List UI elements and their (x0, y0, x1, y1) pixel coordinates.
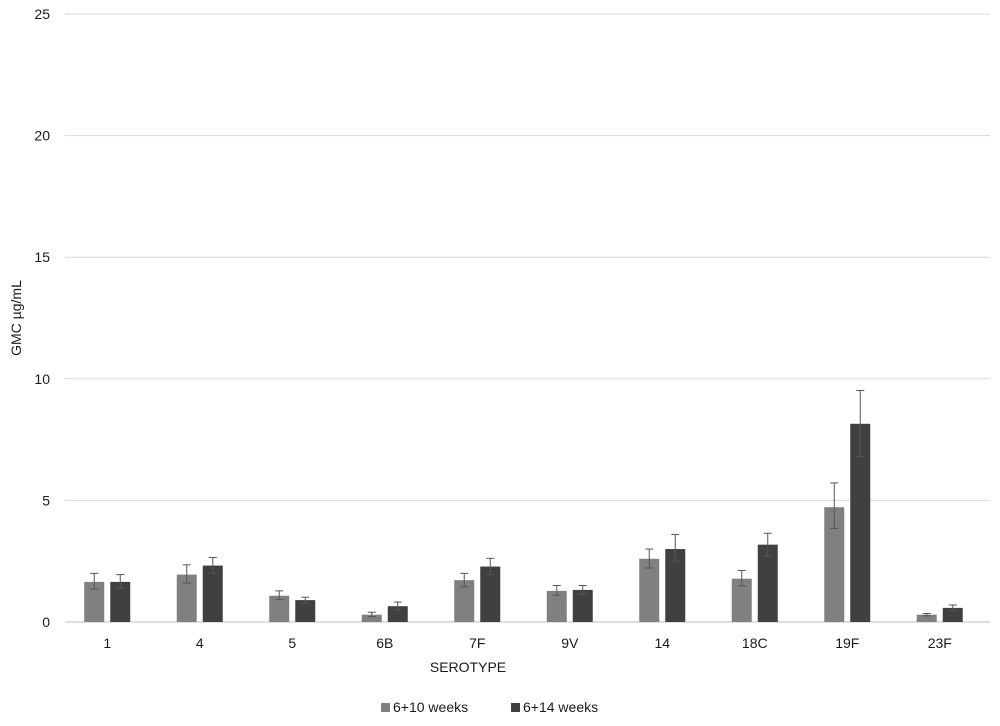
x-axis-title: SEROTYPE (430, 659, 506, 675)
error-bars (90, 389, 957, 618)
y-axis-ticks: 0 5 10 15 20 25 (34, 6, 50, 630)
y-tick-label: 20 (34, 128, 50, 144)
bar-series1-19F (824, 507, 845, 622)
x-tick-label: 7F (469, 635, 485, 651)
bar-series2-4 (202, 565, 223, 622)
bars (84, 423, 963, 622)
x-tick-label: 6B (376, 635, 393, 651)
bar-series1-7F (454, 580, 475, 622)
x-tick-label: 19F (835, 635, 859, 651)
legend: 6+10 weeks 6+14 weeks (381, 699, 598, 715)
bar-series1-4 (176, 574, 197, 622)
bar-series2-6B (387, 606, 408, 622)
x-tick-label: 5 (288, 635, 296, 651)
bar-series1-6B (361, 614, 382, 622)
y-tick-label: 5 (42, 492, 50, 508)
bar-series2-7F (480, 566, 501, 622)
y-tick-label: 25 (34, 6, 50, 22)
legend-swatch-2 (511, 703, 520, 712)
bar-series2-23F (942, 607, 963, 622)
x-tick-label: 1 (103, 635, 111, 651)
x-tick-label: 4 (196, 635, 204, 651)
bar-series2-18C (757, 544, 778, 622)
y-axis-title: GMC µg/mL (8, 280, 24, 356)
bar-series1-1 (84, 581, 105, 622)
legend-swatch-1 (381, 703, 390, 712)
bar-series1-5 (269, 595, 290, 622)
bar-series2-9V (572, 589, 593, 622)
bar-series1-23F (916, 614, 937, 622)
bar-series1-18C (731, 578, 752, 622)
x-tick-label: 18C (742, 635, 768, 651)
bar-series2-5 (295, 600, 316, 622)
x-axis-ticks: 1 4 5 6B 7F 9V 14 18C 19F 23F (103, 635, 951, 651)
bar-series2-1 (110, 581, 131, 622)
x-tick-label: 14 (654, 635, 670, 651)
bar-series1-14 (639, 558, 660, 622)
bar-series2-14 (665, 549, 686, 622)
bar-series2-19F (850, 423, 871, 622)
legend-label-1: 6+10 weeks (393, 699, 468, 715)
legend-label-2: 6+14 weeks (523, 699, 598, 715)
y-tick-label: 10 (34, 371, 50, 387)
x-tick-label: 9V (561, 635, 579, 651)
y-tick-label: 0 (42, 614, 50, 630)
y-tick-label: 15 (34, 249, 50, 265)
x-tick-label: 23F (928, 635, 952, 651)
bar-series1-9V (546, 590, 567, 622)
